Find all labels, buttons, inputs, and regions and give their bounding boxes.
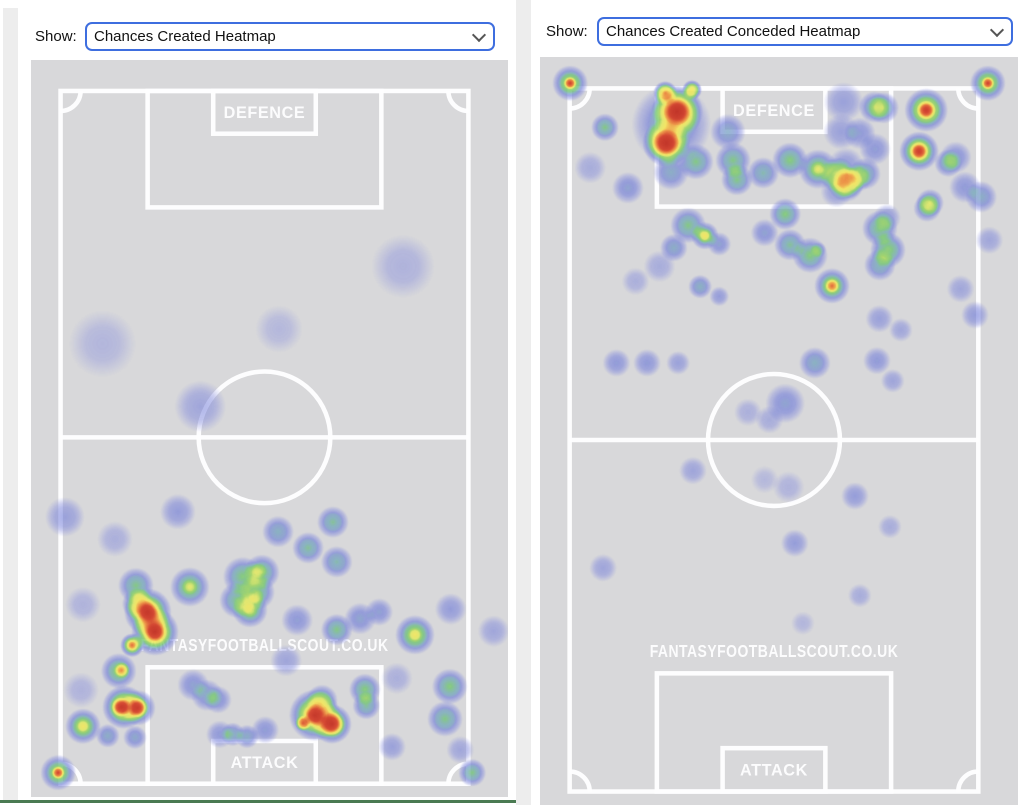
- green-divider: [0, 800, 521, 803]
- heatmap-select-wrap-left: Chances Created Heatmap: [85, 22, 495, 51]
- right-panel-gutter: [516, 0, 531, 805]
- pitch-chances-created-conceded: DEFENCEATTACKFANTASYFOOTBALLSCOUT.CO.UK: [540, 57, 1018, 805]
- heatmap-canvas-right: [540, 57, 1018, 805]
- show-label: Show:: [35, 28, 77, 45]
- show-label: Show:: [546, 23, 588, 40]
- heatmap-canvas-left: [31, 60, 508, 797]
- heatmap-type-select-right[interactable]: Chances Created Conceded Heatmap: [597, 17, 1013, 46]
- heatmap-type-select-left[interactable]: Chances Created Heatmap: [85, 22, 495, 51]
- left-panel-gutter: [3, 8, 18, 800]
- heatmap-select-wrap-right: Chances Created Conceded Heatmap: [597, 17, 1013, 46]
- pitch-chances-created: DEFENCEATTACKFANTASYFOOTBALLSCOUT.CO.UK: [31, 60, 508, 797]
